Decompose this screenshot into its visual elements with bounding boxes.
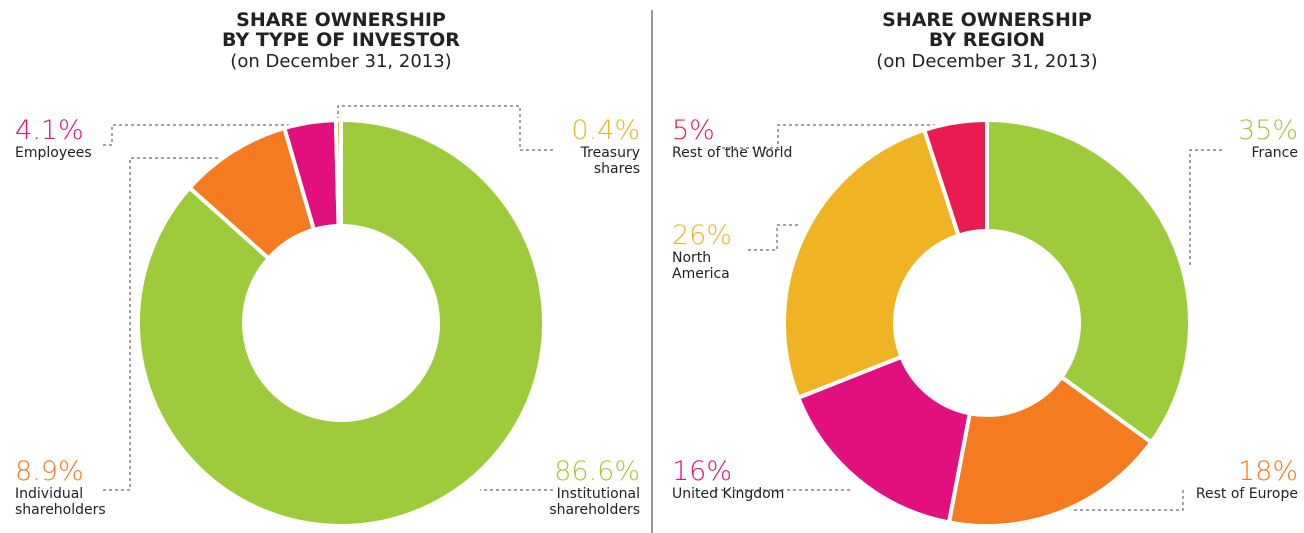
donut-segment (333, 117, 343, 229)
category-label: France (1251, 145, 1298, 161)
category-label: Individual shareholders (15, 486, 106, 518)
category-label: Employees (15, 145, 92, 161)
value-label: 18% (1237, 456, 1298, 487)
value-label: 86.6% (554, 456, 640, 487)
value-label: 16% (672, 456, 733, 487)
donut-segment (946, 374, 1155, 528)
leader (722, 124, 950, 149)
donut-segment (921, 117, 989, 239)
leader (1189, 149, 1222, 265)
segment-label: 86.6% Institutional shareholders (549, 456, 640, 519)
leader (337, 105, 553, 151)
value-label: 4.1% (15, 115, 84, 146)
category-label: Institutional shareholders (549, 486, 640, 518)
category-label: Rest of the World (672, 145, 793, 161)
segment-label: 5% Rest of the World (672, 115, 793, 162)
segment-label: 18% Rest of Europe (1195, 456, 1298, 503)
segment-label: 8.9% Individual shareholders (15, 456, 106, 519)
donut-segment (985, 117, 1192, 446)
value-label: 26% (672, 220, 733, 251)
donut-segment (136, 117, 546, 528)
category-label: United Kingdom (672, 486, 785, 502)
donut-segment (782, 127, 962, 401)
leader (748, 224, 800, 251)
segment-label: 4.1% Employees (15, 115, 92, 162)
category-label: Treasury shares (580, 145, 640, 177)
chart-subtitle: (on December 31, 2013) (230, 51, 452, 72)
value-label: 8.9% (15, 456, 84, 487)
leader (103, 157, 245, 491)
leader-lines (103, 105, 1222, 511)
value-label: 5% (672, 115, 715, 146)
segment-label: 35% France (1237, 115, 1298, 162)
chart-title: SHARE OWNERSHIP BY REGION (882, 9, 1092, 51)
category-label: North America (672, 250, 730, 282)
category-label: Rest of Europe (1195, 486, 1298, 502)
value-label: 35% (1237, 115, 1298, 146)
value-label: 0.4% (571, 115, 640, 146)
segment-label: 26% North America (672, 220, 733, 283)
leader (1040, 490, 1184, 511)
segment-label: 0.4% Treasury shares (571, 115, 640, 178)
chart-subtitle: (on December 31, 2013) (876, 51, 1098, 72)
chart-title: SHARE OWNERSHIP BY TYPE OF INVESTOR (222, 9, 460, 51)
segment-label: 16% United Kingdom (672, 456, 785, 503)
donut-segment (795, 354, 973, 525)
